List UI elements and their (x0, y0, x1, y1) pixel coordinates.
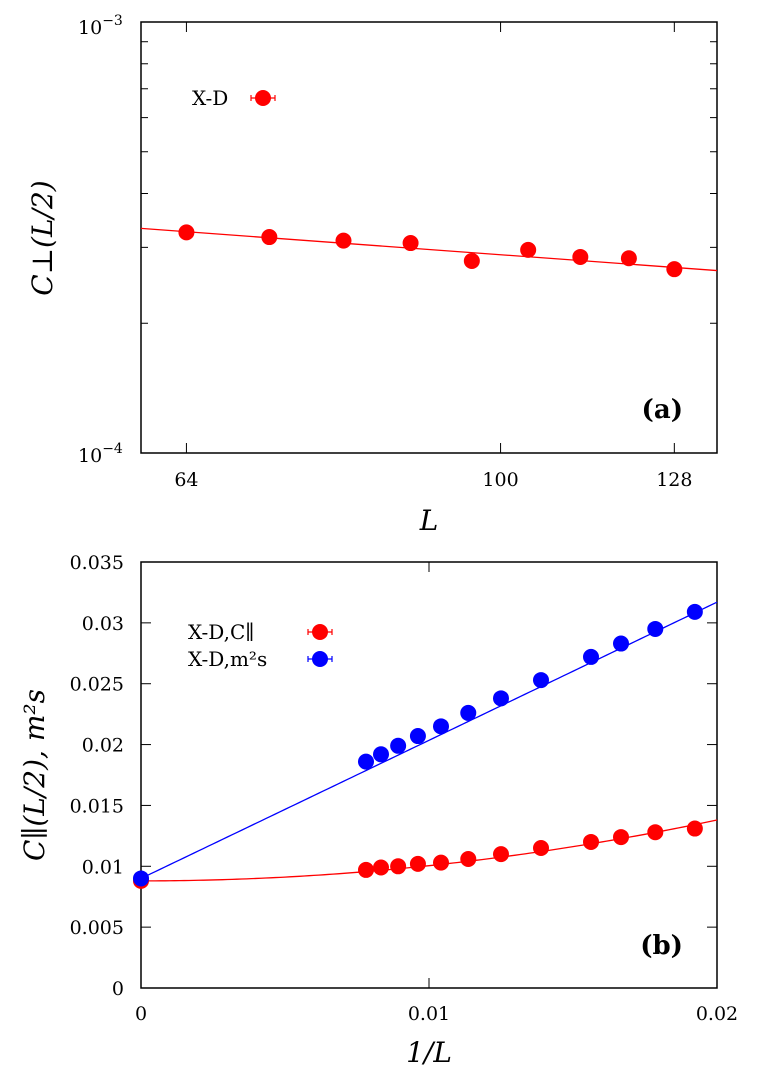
panel-a-data-point (335, 232, 352, 249)
panel-b-point-ms2 (358, 753, 374, 770)
panel-a-data-point (520, 241, 537, 258)
panel-b-point-c-parallel (647, 824, 664, 841)
panel-a-data-point (572, 248, 589, 265)
panel-b-point-c-parallel (433, 854, 450, 871)
panel-a-data-point (463, 252, 480, 269)
panel-b-fit-c-parallel (141, 819, 718, 882)
panel-a-data-point (261, 229, 278, 246)
panel-a-data-point (402, 235, 419, 252)
panel-a-data-point (620, 250, 637, 267)
panel-b-ytick-label: 0.03 (82, 613, 124, 635)
panel-b-point-c-parallel (613, 829, 630, 846)
panel-b-ytick-label: 0.015 (70, 795, 124, 817)
panel-b-legend: X-D,C∥ X-D,m²s (188, 620, 333, 671)
panel-b-point-ms2 (493, 690, 509, 707)
panel-b-point-ms2 (409, 728, 426, 745)
legend-label-ms2: X-D,m²s (188, 647, 267, 671)
panel-a-ylabel: C⊥(L/2) (26, 180, 59, 295)
panel-b-y-ticks: 0 0.005 0.01 0.015 0.02 0.025 0.03 0.035 (70, 552, 717, 1000)
panel-b-point-c-parallel (460, 850, 477, 867)
panel-b-ytick-label: 0.025 (70, 674, 124, 696)
panel-a-data-point (178, 224, 195, 241)
panel-a-points (178, 224, 683, 278)
panel-a-legend: X-D (192, 86, 276, 110)
legend-label-xd: X-D (192, 86, 228, 110)
panel-b-point-ms2 (133, 870, 149, 887)
panel-b-ytick-label: 0 (112, 978, 124, 1000)
panel-b-point-ms2 (533, 672, 550, 689)
panel-a-xtick-label: 100 (482, 469, 518, 491)
panel-a-fit-line (140, 227, 718, 272)
panel-b-point-ms2 (686, 603, 703, 620)
panel-a-xtick-label: 128 (656, 469, 692, 491)
panel-b-ylabel: C∥(L/2), m²s (18, 689, 51, 861)
panel-b-point-ms2 (583, 648, 599, 665)
panel-b-ytick-label: 0.02 (82, 735, 124, 757)
panel-b-ytick-label: 0.035 (70, 552, 124, 574)
panel-b-xtick-label: 0.01 (408, 1003, 450, 1025)
panel-b-point-ms2 (613, 635, 630, 652)
panel-b-point-ms2 (390, 737, 407, 754)
panel-b-point-ms2 (372, 746, 389, 763)
panel-b-xlabel: 1/L (406, 1036, 452, 1069)
panel-a-data-point (666, 261, 683, 278)
panel-b-point-ms2 (460, 704, 477, 721)
panel-b-ytick-label: 0.01 (82, 856, 124, 878)
panel-b-point-c-parallel (686, 820, 703, 837)
panel-b-point-ms2 (433, 718, 450, 735)
panel-b-xtick-label: 0.02 (696, 1003, 738, 1025)
panel-b-point-c-parallel (409, 855, 426, 872)
legend-marker-c-parallel (312, 624, 328, 640)
panel-a: 64 100 128 10−3 10−4 X-D (a) L C⊥(L/2) (26, 13, 718, 537)
panel-b-label: (b) (640, 931, 683, 961)
panel-a-xtick-label: 64 (174, 469, 198, 491)
panel-b-point-c-parallel (390, 858, 407, 875)
panel-b-xtick-label: 0 (135, 1003, 147, 1025)
panel-b-ytick-label: 0.005 (70, 917, 124, 939)
legend-marker-ms2 (312, 651, 328, 667)
panel-b-x-ticks: 0 0.01 0.02 (135, 562, 738, 1025)
panel-b-point-c-parallel (358, 861, 374, 878)
panel-a-xlabel: L (419, 504, 439, 537)
legend-label-c-parallel: X-D,C∥ (188, 620, 255, 644)
panel-a-frame (140, 21, 718, 454)
panel-a-y-ticks (141, 41, 717, 324)
panel-b-point-ms2 (647, 620, 664, 637)
panel-b-point-c-parallel (372, 859, 389, 876)
panel-a-x-ticks: 64 100 128 (174, 22, 692, 491)
panel-a-ytick-upper: 10−3 (78, 13, 123, 39)
panel-b-point-c-parallel (533, 840, 550, 857)
panel-a-ytick-lower: 10−4 (78, 441, 123, 467)
legend-marker-xd (255, 90, 271, 106)
panel-a-fit (140, 227, 718, 272)
panel-a-label: (a) (642, 395, 683, 425)
panel-b-points (133, 603, 703, 889)
panel-b-point-c-parallel (493, 846, 509, 863)
panel-b-point-c-parallel (583, 833, 599, 850)
